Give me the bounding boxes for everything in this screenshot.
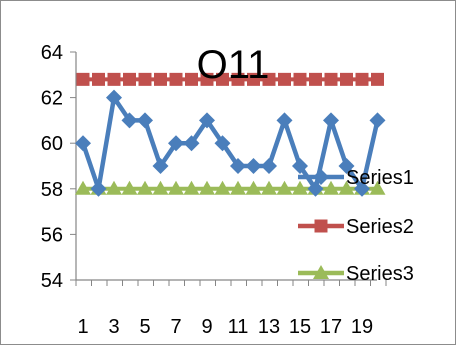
x-tick-label: 11 bbox=[228, 316, 249, 338]
series-2 bbox=[76, 72, 384, 86]
data-point bbox=[76, 72, 90, 86]
x-tick-label: 3 bbox=[108, 316, 119, 338]
y-tick-label: 64 bbox=[41, 42, 63, 64]
data-point bbox=[369, 180, 386, 195]
data-point bbox=[168, 135, 184, 152]
data-point bbox=[168, 180, 184, 195]
data-point bbox=[152, 158, 169, 174]
y-tick-label: 58 bbox=[41, 179, 63, 201]
data-point bbox=[138, 72, 152, 86]
legend-label: Series2 bbox=[346, 216, 414, 238]
legend: Series1 Series2 Series3 bbox=[298, 167, 414, 285]
data-point bbox=[292, 158, 308, 174]
x-axis-ticks: 1 3 5 7 9 11 13 15 17 19 bbox=[75, 280, 387, 338]
data-point bbox=[371, 72, 384, 86]
data-point bbox=[230, 180, 246, 195]
y-axis-ticks: 54 56 58 60 62 64 bbox=[41, 42, 76, 292]
series-1 bbox=[75, 89, 386, 197]
x-tick-label: 9 bbox=[201, 316, 212, 338]
x-tick-label: 17 bbox=[320, 316, 342, 338]
data-point bbox=[324, 72, 338, 86]
data-point bbox=[276, 180, 293, 195]
x-tick-label: 19 bbox=[351, 316, 373, 338]
data-point bbox=[199, 112, 215, 129]
data-point bbox=[262, 72, 276, 86]
data-point bbox=[75, 180, 91, 195]
data-point bbox=[245, 158, 262, 174]
data-point bbox=[185, 72, 198, 86]
data-point bbox=[183, 135, 200, 152]
chart-title: O11 bbox=[197, 43, 270, 87]
data-point bbox=[276, 112, 293, 129]
legend-swatch-marker bbox=[313, 169, 329, 185]
data-point bbox=[338, 180, 355, 195]
data-point bbox=[92, 72, 105, 86]
legend-item: Series3 bbox=[298, 263, 414, 285]
data-point bbox=[230, 158, 246, 174]
data-point bbox=[75, 135, 91, 152]
data-point bbox=[154, 72, 167, 86]
data-point bbox=[307, 180, 324, 197]
data-point bbox=[214, 135, 231, 152]
series-layer bbox=[75, 72, 386, 197]
x-tick-label: 13 bbox=[258, 316, 280, 338]
data-point bbox=[355, 72, 369, 86]
data-point bbox=[323, 180, 339, 195]
data-point bbox=[338, 158, 355, 174]
x-tick-label: 5 bbox=[139, 316, 150, 338]
legend-item: Series1 bbox=[298, 167, 414, 189]
data-point bbox=[278, 72, 291, 86]
data-point bbox=[121, 180, 138, 195]
data-point bbox=[169, 72, 183, 86]
legend-label: Series1 bbox=[346, 167, 414, 189]
data-point bbox=[123, 72, 136, 86]
data-point bbox=[137, 180, 153, 195]
data-point bbox=[354, 180, 370, 197]
data-point bbox=[231, 72, 245, 86]
y-tick-label: 62 bbox=[41, 88, 63, 110]
data-point bbox=[200, 72, 214, 86]
data-point bbox=[261, 180, 277, 195]
legend-label: Series3 bbox=[346, 263, 414, 285]
data-point bbox=[152, 180, 169, 195]
data-point bbox=[183, 180, 200, 195]
legend-item: Series2 bbox=[298, 216, 414, 238]
data-point bbox=[106, 89, 122, 106]
x-tick-label: 15 bbox=[289, 316, 311, 338]
data-point bbox=[309, 72, 322, 86]
x-tick-label: 1 bbox=[77, 316, 88, 338]
x-tick-label: 7 bbox=[170, 316, 181, 338]
data-point bbox=[199, 180, 215, 195]
data-point bbox=[261, 158, 277, 174]
data-point bbox=[107, 72, 121, 86]
legend-swatch-marker bbox=[314, 219, 328, 233]
data-point bbox=[340, 72, 353, 86]
axes bbox=[75, 52, 377, 281]
y-tick-label: 54 bbox=[41, 270, 63, 292]
data-point bbox=[247, 72, 260, 86]
data-point bbox=[106, 180, 122, 195]
series-3 bbox=[75, 180, 386, 195]
data-point bbox=[292, 180, 308, 195]
data-point bbox=[323, 112, 339, 129]
data-point bbox=[90, 180, 107, 197]
legend-swatch-marker bbox=[313, 265, 329, 279]
data-point bbox=[137, 112, 153, 129]
data-point bbox=[369, 112, 386, 129]
data-point bbox=[245, 180, 262, 195]
y-tick-label: 60 bbox=[41, 133, 63, 155]
data-point bbox=[293, 72, 307, 86]
data-point bbox=[214, 180, 231, 195]
data-point bbox=[216, 72, 229, 86]
data-point bbox=[121, 112, 138, 129]
y-tick-label: 56 bbox=[41, 224, 63, 246]
